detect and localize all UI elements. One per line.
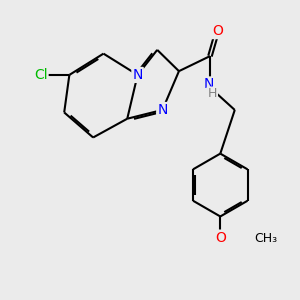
Text: N: N [132, 68, 143, 82]
Text: H: H [208, 88, 217, 100]
Text: CH₃: CH₃ [255, 232, 278, 245]
Text: Cl: Cl [34, 68, 48, 82]
Text: O: O [215, 231, 226, 244]
Text: O: O [212, 24, 223, 38]
Text: N: N [157, 103, 168, 117]
Text: N: N [203, 77, 214, 92]
